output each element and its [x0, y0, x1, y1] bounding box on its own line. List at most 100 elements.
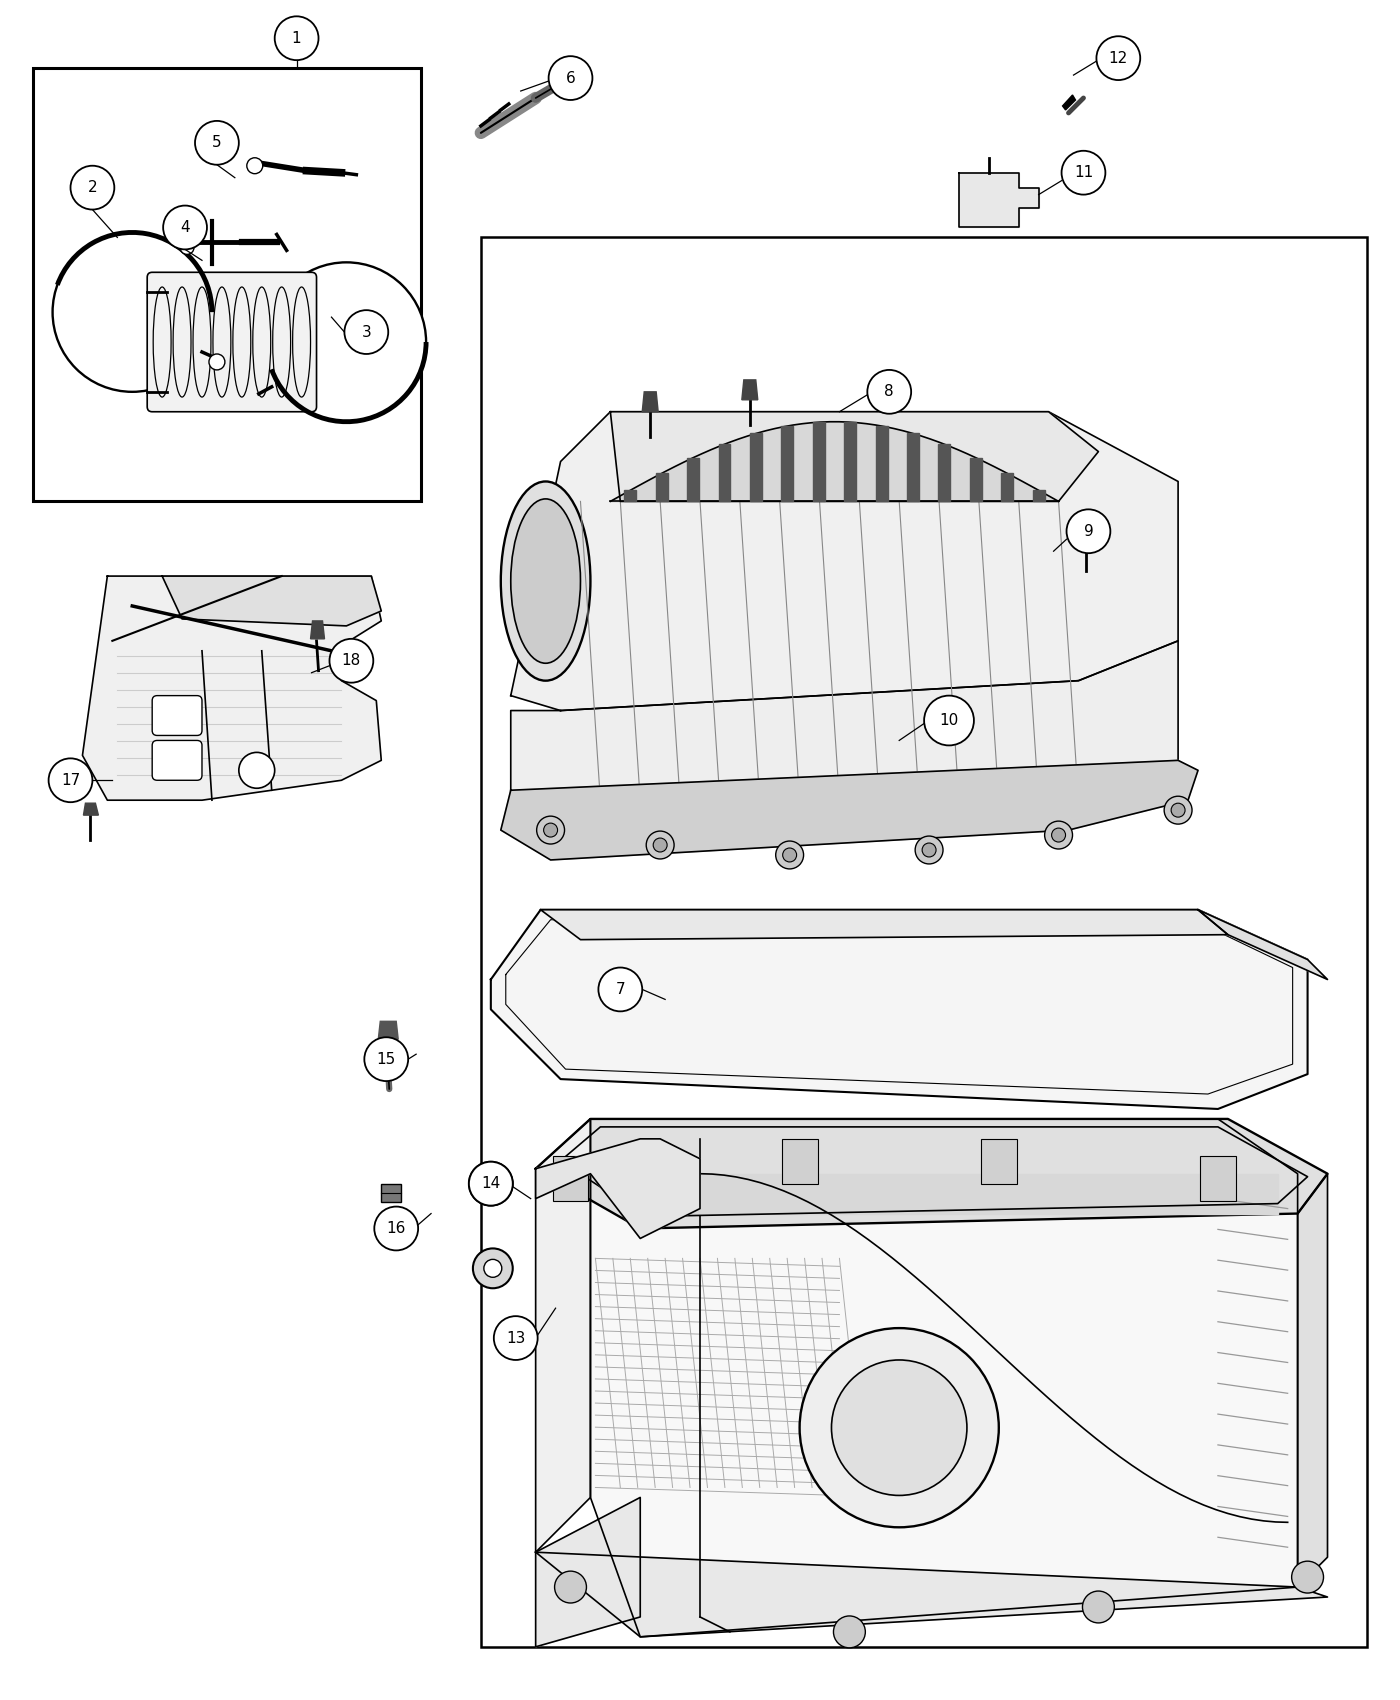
Polygon shape	[536, 1552, 1327, 1637]
Polygon shape	[536, 1119, 1327, 1229]
Circle shape	[833, 1617, 865, 1647]
Bar	[480, 238, 1368, 1647]
Bar	[553, 1156, 588, 1200]
Circle shape	[647, 831, 675, 858]
Text: 10: 10	[939, 712, 959, 728]
Circle shape	[494, 1316, 538, 1360]
Polygon shape	[491, 910, 1308, 1108]
Text: 8: 8	[885, 384, 895, 399]
Polygon shape	[687, 457, 699, 501]
Circle shape	[164, 206, 207, 250]
Polygon shape	[750, 434, 762, 502]
Polygon shape	[84, 802, 98, 814]
Circle shape	[1165, 796, 1191, 824]
Circle shape	[70, 165, 115, 209]
Polygon shape	[1001, 473, 1014, 501]
Circle shape	[1067, 510, 1110, 552]
Polygon shape	[162, 576, 381, 626]
Polygon shape	[907, 434, 918, 502]
Polygon shape	[781, 427, 794, 501]
Circle shape	[344, 309, 388, 354]
Circle shape	[239, 753, 274, 789]
Circle shape	[1292, 1561, 1323, 1593]
Text: 13: 13	[505, 1331, 525, 1346]
Polygon shape	[83, 576, 381, 801]
Circle shape	[543, 823, 557, 836]
Circle shape	[195, 121, 239, 165]
Circle shape	[1082, 1591, 1114, 1624]
Circle shape	[1051, 828, 1065, 842]
Text: 3: 3	[361, 325, 371, 340]
Polygon shape	[844, 422, 857, 502]
Text: 5: 5	[213, 136, 221, 150]
Circle shape	[1172, 802, 1184, 818]
Circle shape	[924, 695, 974, 745]
Circle shape	[536, 816, 564, 843]
Circle shape	[549, 56, 592, 100]
Polygon shape	[536, 1498, 640, 1647]
Polygon shape	[1198, 910, 1327, 979]
Circle shape	[364, 1037, 409, 1081]
Polygon shape	[511, 411, 1177, 711]
Text: 17: 17	[60, 774, 80, 787]
Polygon shape	[640, 1173, 1278, 1214]
Polygon shape	[1298, 1173, 1327, 1588]
Circle shape	[53, 233, 211, 391]
Bar	[1200, 1156, 1236, 1200]
Polygon shape	[875, 427, 888, 501]
Text: 15: 15	[377, 1052, 396, 1066]
Circle shape	[473, 1248, 512, 1289]
Polygon shape	[536, 1139, 700, 1239]
Circle shape	[267, 262, 426, 422]
Polygon shape	[624, 490, 636, 502]
Bar	[781, 1139, 818, 1183]
Circle shape	[923, 843, 937, 857]
Ellipse shape	[501, 481, 591, 680]
Text: 9: 9	[1084, 524, 1093, 539]
Circle shape	[799, 1328, 998, 1527]
Circle shape	[1096, 36, 1140, 80]
Circle shape	[49, 758, 92, 802]
Circle shape	[776, 842, 804, 869]
Circle shape	[783, 848, 797, 862]
Polygon shape	[1033, 490, 1044, 502]
Circle shape	[181, 240, 195, 255]
Polygon shape	[938, 444, 951, 501]
Polygon shape	[655, 473, 668, 501]
Text: 12: 12	[1109, 51, 1128, 66]
Circle shape	[469, 1161, 512, 1205]
Polygon shape	[742, 379, 757, 400]
Text: 2: 2	[88, 180, 97, 196]
Circle shape	[554, 1571, 587, 1603]
Bar	[981, 1139, 1016, 1183]
Text: 6: 6	[566, 71, 575, 85]
Polygon shape	[643, 391, 658, 411]
Polygon shape	[381, 1183, 402, 1202]
FancyBboxPatch shape	[147, 272, 316, 411]
Polygon shape	[1063, 95, 1075, 110]
Circle shape	[598, 967, 643, 1012]
Circle shape	[329, 639, 374, 683]
Polygon shape	[311, 620, 325, 639]
Polygon shape	[718, 444, 731, 501]
Circle shape	[1044, 821, 1072, 848]
Text: 1: 1	[291, 31, 301, 46]
Circle shape	[916, 836, 944, 864]
Circle shape	[484, 1260, 501, 1277]
Circle shape	[246, 158, 263, 173]
Text: 18: 18	[342, 653, 361, 668]
Text: 11: 11	[1074, 165, 1093, 180]
Circle shape	[480, 1173, 501, 1193]
Text: 4: 4	[181, 219, 190, 235]
FancyBboxPatch shape	[153, 741, 202, 780]
Text: 14: 14	[482, 1176, 500, 1192]
Polygon shape	[511, 641, 1177, 830]
Circle shape	[654, 838, 668, 852]
Polygon shape	[536, 1119, 591, 1552]
Polygon shape	[970, 457, 981, 501]
Circle shape	[274, 17, 319, 60]
Circle shape	[469, 1161, 512, 1205]
Circle shape	[832, 1360, 967, 1496]
Circle shape	[868, 371, 911, 413]
Polygon shape	[959, 173, 1039, 228]
